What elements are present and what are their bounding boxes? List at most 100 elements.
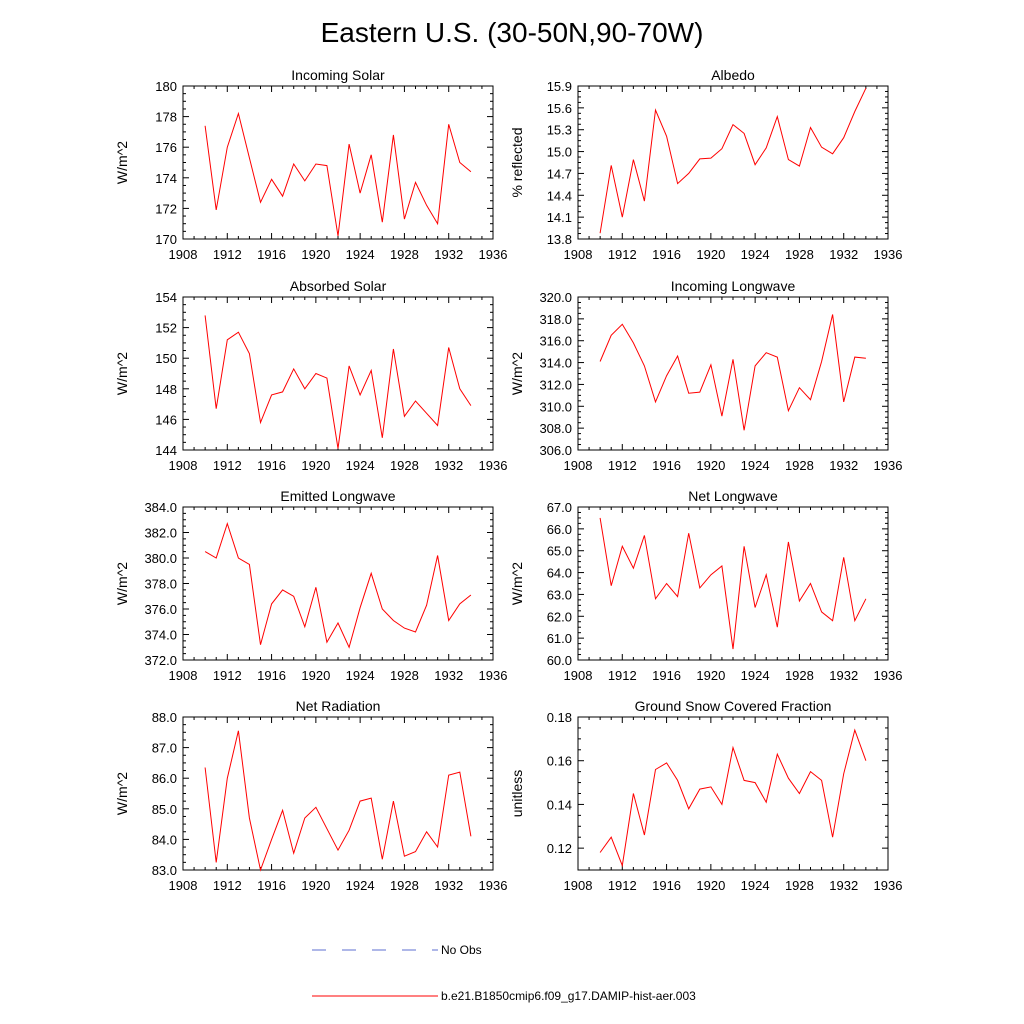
panel-title: Emitted Longwave (280, 488, 395, 504)
x-tick-label: 1916 (257, 458, 286, 473)
y-tick-label: 0.12 (547, 841, 572, 856)
series-line (599, 728, 867, 868)
y-tick-label: 148 (155, 382, 177, 397)
panels: Incoming Solar W/m^2 1908 1912 1916 1920 1924 1… (114, 67, 902, 893)
y-tick-label: 14.4 (547, 188, 572, 203)
x-tick-label: 1916 (652, 878, 681, 893)
x-tick-label: 1916 (652, 247, 681, 262)
y-tick-label: 66.0 (547, 522, 572, 537)
x-tick-label: 1928 (785, 878, 814, 893)
y-tick-label: 62.0 (547, 609, 572, 624)
series-line (599, 314, 866, 431)
figure-title: Eastern U.S. (30-50N,90-70W) (321, 17, 704, 48)
series-line (204, 315, 472, 449)
x-tick-label: 1924 (346, 247, 375, 262)
y-tick-label: 88.0 (152, 710, 177, 725)
x-tick-label: 1936 (874, 247, 903, 262)
chart-panel: Incoming Solar W/m^2 1908 1912 1916 1920 1924 1… (114, 67, 507, 262)
chart-panel: Albedo % reflected 1908 1912 1916 1920 1924 192… (509, 67, 902, 262)
y-tick-label: 314.0 (539, 356, 572, 371)
x-tick-label: 1912 (608, 878, 637, 893)
x-tick-label: 1924 (741, 247, 770, 262)
x-tick-label: 1908 (564, 878, 593, 893)
x-tick-label: 1936 (874, 458, 903, 473)
legend-model-label: b.e21.B1850cmip6.f09_g17.DAMIP-hist-aer.… (441, 989, 696, 1003)
y-tick-label: 64.0 (547, 566, 572, 581)
x-tick-label: 1908 (564, 247, 593, 262)
x-tick-label: 1936 (479, 458, 508, 473)
x-tick-label: 1932 (434, 247, 463, 262)
x-tick-label: 1936 (874, 878, 903, 893)
y-axis-label: W/m^2 (114, 141, 130, 184)
chart-panel: Net Longwave W/m^2 1908 1912 1916 1920 1924 192… (509, 488, 902, 683)
x-tick-label: 1928 (390, 247, 419, 262)
y-tick-label: 150 (155, 351, 177, 366)
y-tick-label: 63.0 (547, 587, 572, 602)
y-axis-label: W/m^2 (114, 562, 130, 605)
y-tick-label: 174 (155, 171, 177, 186)
y-tick-label: 15.0 (547, 145, 572, 160)
panel-title: Absorbed Solar (290, 278, 387, 294)
y-tick-label: 374.0 (144, 628, 177, 643)
x-tick-label: 1936 (874, 668, 903, 683)
x-tick-label: 1920 (696, 668, 725, 683)
x-tick-label: 1920 (301, 668, 330, 683)
x-tick-label: 1912 (213, 878, 242, 893)
x-tick-label: 1924 (346, 878, 375, 893)
y-tick-label: 380.0 (144, 551, 177, 566)
panel-title: Incoming Longwave (671, 278, 796, 294)
x-tick-label: 1924 (346, 668, 375, 683)
y-tick-label: 306.0 (539, 443, 572, 458)
y-tick-label: 178 (155, 110, 177, 125)
y-tick-label: 316.0 (539, 334, 572, 349)
y-tick-label: 180 (155, 79, 177, 94)
x-tick-label: 1920 (301, 458, 330, 473)
x-tick-label: 1924 (741, 878, 770, 893)
y-tick-label: 152 (155, 321, 177, 336)
x-tick-label: 1920 (696, 247, 725, 262)
x-tick-label: 1932 (434, 878, 463, 893)
y-tick-label: 0.16 (547, 754, 572, 769)
x-tick-label: 1916 (257, 668, 286, 683)
x-tick-label: 1908 (169, 668, 198, 683)
x-tick-label: 1912 (213, 668, 242, 683)
y-tick-label: 83.0 (152, 863, 177, 878)
y-tick-label: 376.0 (144, 602, 177, 617)
x-tick-label: 1924 (741, 668, 770, 683)
x-tick-label: 1924 (741, 458, 770, 473)
x-tick-label: 1920 (696, 458, 725, 473)
y-tick-label: 308.0 (539, 421, 572, 436)
y-tick-label: 86.0 (152, 771, 177, 786)
panel-title: Incoming Solar (291, 67, 385, 83)
y-tick-label: 146 (155, 412, 177, 427)
panel-title: Ground Snow Covered Fraction (635, 698, 832, 714)
y-tick-label: 13.8 (547, 232, 572, 247)
y-tick-label: 15.3 (547, 123, 572, 138)
y-tick-label: 14.1 (547, 210, 572, 225)
x-tick-label: 1908 (564, 458, 593, 473)
y-tick-label: 15.6 (547, 101, 572, 116)
y-tick-label: 84.0 (152, 832, 177, 847)
chart-panel: Emitted Longwave W/m^2 1908 1912 1916 1920 192… (114, 488, 507, 683)
y-tick-label: 85.0 (152, 802, 177, 817)
x-tick-label: 1936 (479, 668, 508, 683)
x-tick-label: 1932 (829, 247, 858, 262)
y-tick-label: 67.0 (547, 500, 572, 515)
y-axis-label: W/m^2 (509, 562, 525, 605)
y-tick-label: 60.0 (547, 653, 572, 668)
y-tick-label: 87.0 (152, 741, 177, 756)
y-tick-label: 382.0 (144, 526, 177, 541)
legend: No Obs b.e21.B1850cmip6.f09_g17.DAMIP-hi… (312, 943, 696, 1003)
x-tick-label: 1916 (652, 458, 681, 473)
y-tick-label: 384.0 (144, 500, 177, 515)
y-tick-label: 0.14 (547, 797, 572, 812)
x-tick-label: 1924 (346, 458, 375, 473)
y-axis-label: % reflected (509, 127, 525, 197)
series-line (204, 521, 472, 649)
x-tick-label: 1908 (564, 668, 593, 683)
y-tick-label: 310.0 (539, 399, 572, 414)
legend-no-obs-label: No Obs (441, 943, 482, 957)
x-tick-label: 1928 (785, 458, 814, 473)
